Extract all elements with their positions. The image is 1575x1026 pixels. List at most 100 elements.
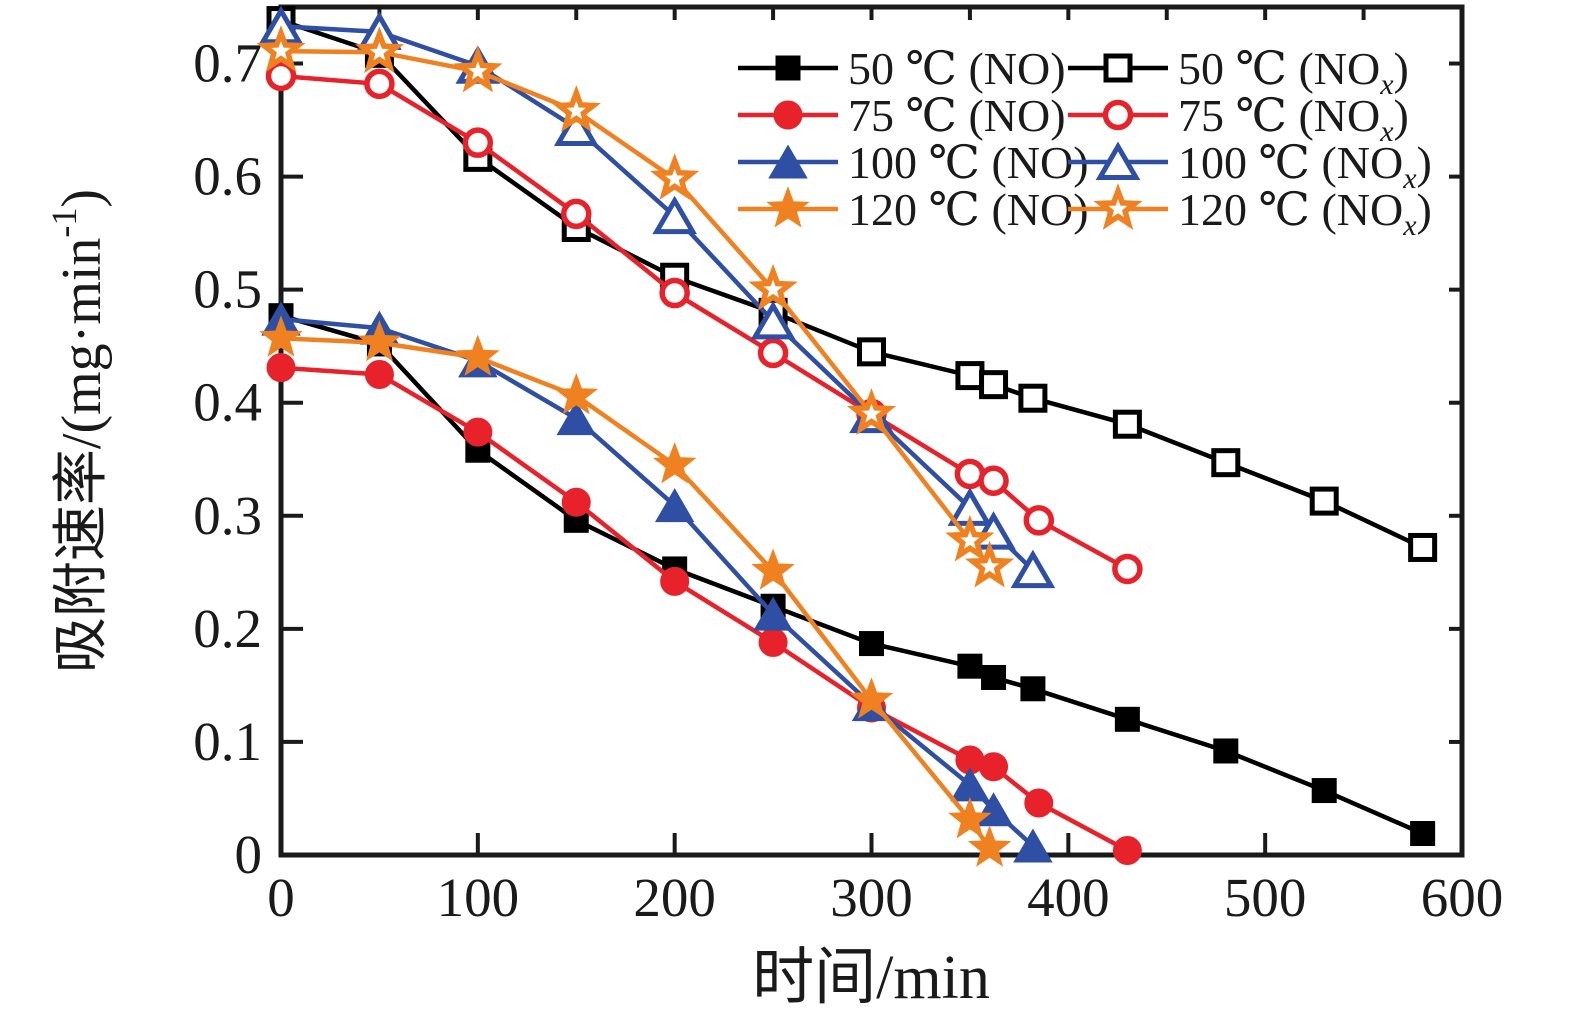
marker-star [751,548,795,590]
marker-star [948,797,992,839]
legend-label-75c-nox: 75 ℃ (NOx) [1178,90,1409,148]
marker-square-open [955,361,985,391]
marker-square-open [1309,486,1339,516]
marker-triangle-open [1095,141,1141,180]
marker-triangle-open [1010,549,1056,589]
legend-label-50c-no: 50 ℃ (NO) [848,43,1066,94]
marker-square-open [857,337,886,367]
marker-square-open [979,370,1009,400]
marker-circle [979,752,1009,782]
marker-star-open [1093,183,1143,230]
legend-item-100c-no: 100 ℃ (NO) [738,137,1089,188]
marker-star-open [551,85,601,132]
axis-tick-labels: 0 100 200 300 400 500 600 0 0.1 0.2 0.3 0.4 0.5 0.6 0.… [193,33,1503,928]
marker-triangle [654,488,695,523]
x-tick-label: 400 [1027,867,1110,928]
marker-triangle [768,144,808,179]
legend-item-120c-nox: 120 ℃ (NOx) [1068,183,1432,242]
marker-circle [364,359,394,389]
marker-square [1213,738,1239,764]
marker-triangle-open [652,195,698,235]
marker-star-open [650,153,700,200]
marker-square-open [1211,448,1241,478]
y-tick-label: 0.7 [193,33,262,94]
marker-star [652,442,697,484]
y-axis-label: 吸附速率/(mg·min-1) [44,189,113,673]
series-50c-no-line [280,313,1424,836]
marker-circle-open [978,465,1009,496]
marker-circle-open [561,198,592,230]
marker-triangle-open [750,300,796,340]
marker-square [1020,676,1046,702]
marker-square-open [1408,532,1438,562]
marker-star [766,186,810,228]
series-120c-no [259,315,1012,867]
marker-circle-open [265,60,297,92]
legend: 50 ℃ (NO) 50 ℃ (NOx)75 ℃ (NO) 75 ℃ (NOx)10… [738,43,1432,242]
legend-label-100c-no: 100 ℃ (NO) [848,137,1089,188]
marker-circle [1024,788,1054,818]
marker-square-open [1103,53,1133,83]
marker-star-open [748,263,798,311]
marker-circle-open [757,337,789,369]
series-50c-no [268,303,1436,847]
legend-label-120c-nox: 120 ℃ (NOx) [1178,184,1432,242]
legend-item-50c-nox: 50 ℃ (NOx) [1068,43,1409,101]
marker-triangle [1013,828,1053,863]
series-75c-nox [265,60,1143,585]
marker-triangle-open [553,107,599,146]
series-120c-nox-markers [256,25,1015,588]
marker-circle-open [1112,553,1143,585]
marker-circle-open [659,277,690,309]
x-tick-label: 600 [1421,867,1504,928]
y-tick-label: 0.2 [193,598,262,659]
legend-label-50c-nox: 50 ℃ (NOx) [1178,43,1409,101]
marker-circle [561,487,591,517]
y-tick-label: 0.1 [193,711,262,772]
x-tick-label: 300 [830,867,913,928]
marker-circle [1112,835,1142,865]
legend-item-100c-nox: 100 ℃ (NOx) [1068,137,1432,195]
marker-star-open [945,514,995,562]
series-75c-no-markers [266,353,1142,865]
y-tick-label: 0.5 [193,259,262,320]
legend-label-100c-nox: 100 ℃ (NOx) [1178,137,1432,195]
marker-square [859,631,884,657]
marker-circle [266,353,296,383]
x-tick-label: 200 [633,867,716,928]
marker-square [775,55,801,81]
legend-item-120c-no: 120 ℃ (NO) [738,184,1089,235]
legend-label-75c-no: 75 ℃ (NO) [848,90,1066,141]
x-tick-label: 100 [437,867,520,928]
marker-square [1311,778,1337,804]
marker-star [554,373,599,415]
marker-triangle [753,596,793,631]
marker-star [259,315,303,357]
series-120c-nox [256,25,1015,588]
x-tick-label: 500 [1224,867,1307,928]
legend-item-75c-no: 75 ℃ (NO) [738,90,1066,141]
marker-star-open [846,388,897,435]
x-axis-label: 时间/min [752,944,990,1012]
axis-ticks [281,7,1462,855]
marker-triangle [556,401,596,436]
x-tick-label: 0 [267,867,295,928]
legend-item-50c-no: 50 ℃ (NO) [738,43,1066,94]
marker-square-open [1112,409,1142,439]
legend-label-120c-no: 120 ℃ (NO) [848,184,1089,235]
series-75c-nox-markers [265,60,1143,585]
y-tick-label: 0.6 [193,146,262,207]
y-tick-label: 0.4 [193,372,262,433]
marker-square [1114,706,1140,732]
y-tick-label: 0.3 [193,485,262,546]
marker-circle-open [1023,505,1055,536]
series-50c-nox-line [280,18,1424,550]
marker-star [967,825,1012,867]
marker-star [849,677,894,719]
marker-circle-open [1102,99,1134,131]
marker-square [957,653,983,679]
marker-square [981,664,1007,690]
marker-circle [773,100,803,130]
